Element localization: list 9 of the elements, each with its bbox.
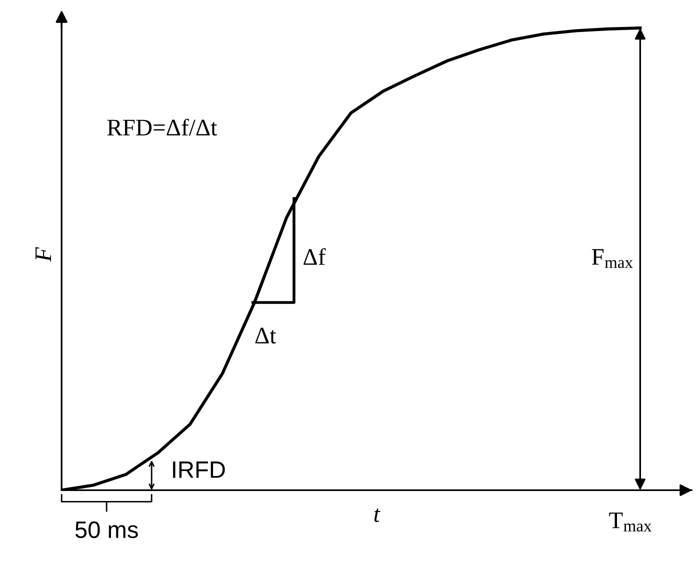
annotation: RFD=Δf/Δt <box>107 118 218 136</box>
annotation: Δt <box>255 328 276 344</box>
text: 50 ms <box>75 521 138 538</box>
y-axis-title: F <box>36 247 52 262</box>
x-axis-title: t <box>374 508 380 522</box>
annotation: Δf <box>304 248 326 265</box>
annotation: F$_{max}$ <box>592 249 633 268</box>
annotation: IRFD <box>173 462 225 478</box>
text: T$_{max}$ <box>609 512 652 532</box>
